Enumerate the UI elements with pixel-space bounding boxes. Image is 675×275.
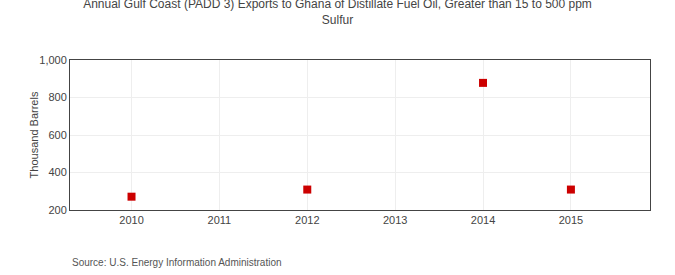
svg-text:2014: 2014	[471, 214, 495, 226]
svg-text:200: 200	[48, 204, 66, 216]
svg-text:2012: 2012	[295, 214, 319, 226]
svg-text:600: 600	[48, 129, 66, 141]
svg-text:2010: 2010	[119, 214, 143, 226]
svg-text:2013: 2013	[383, 214, 407, 226]
svg-text:1,000: 1,000	[39, 54, 67, 66]
svg-text:800: 800	[48, 91, 66, 103]
svg-text:400: 400	[48, 166, 66, 178]
svg-text:2011: 2011	[208, 214, 232, 226]
svg-text:Source: U.S. Energy Informatio: Source: U.S. Energy Information Administ…	[72, 257, 282, 268]
svg-text:Annual Gulf Coast (PADD 3) Exp: Annual Gulf Coast (PADD 3) Exports to Gh…	[83, 0, 592, 27]
svg-text:Thousand Barrels: Thousand Barrels	[28, 91, 40, 178]
svg-text:2015: 2015	[559, 214, 583, 226]
